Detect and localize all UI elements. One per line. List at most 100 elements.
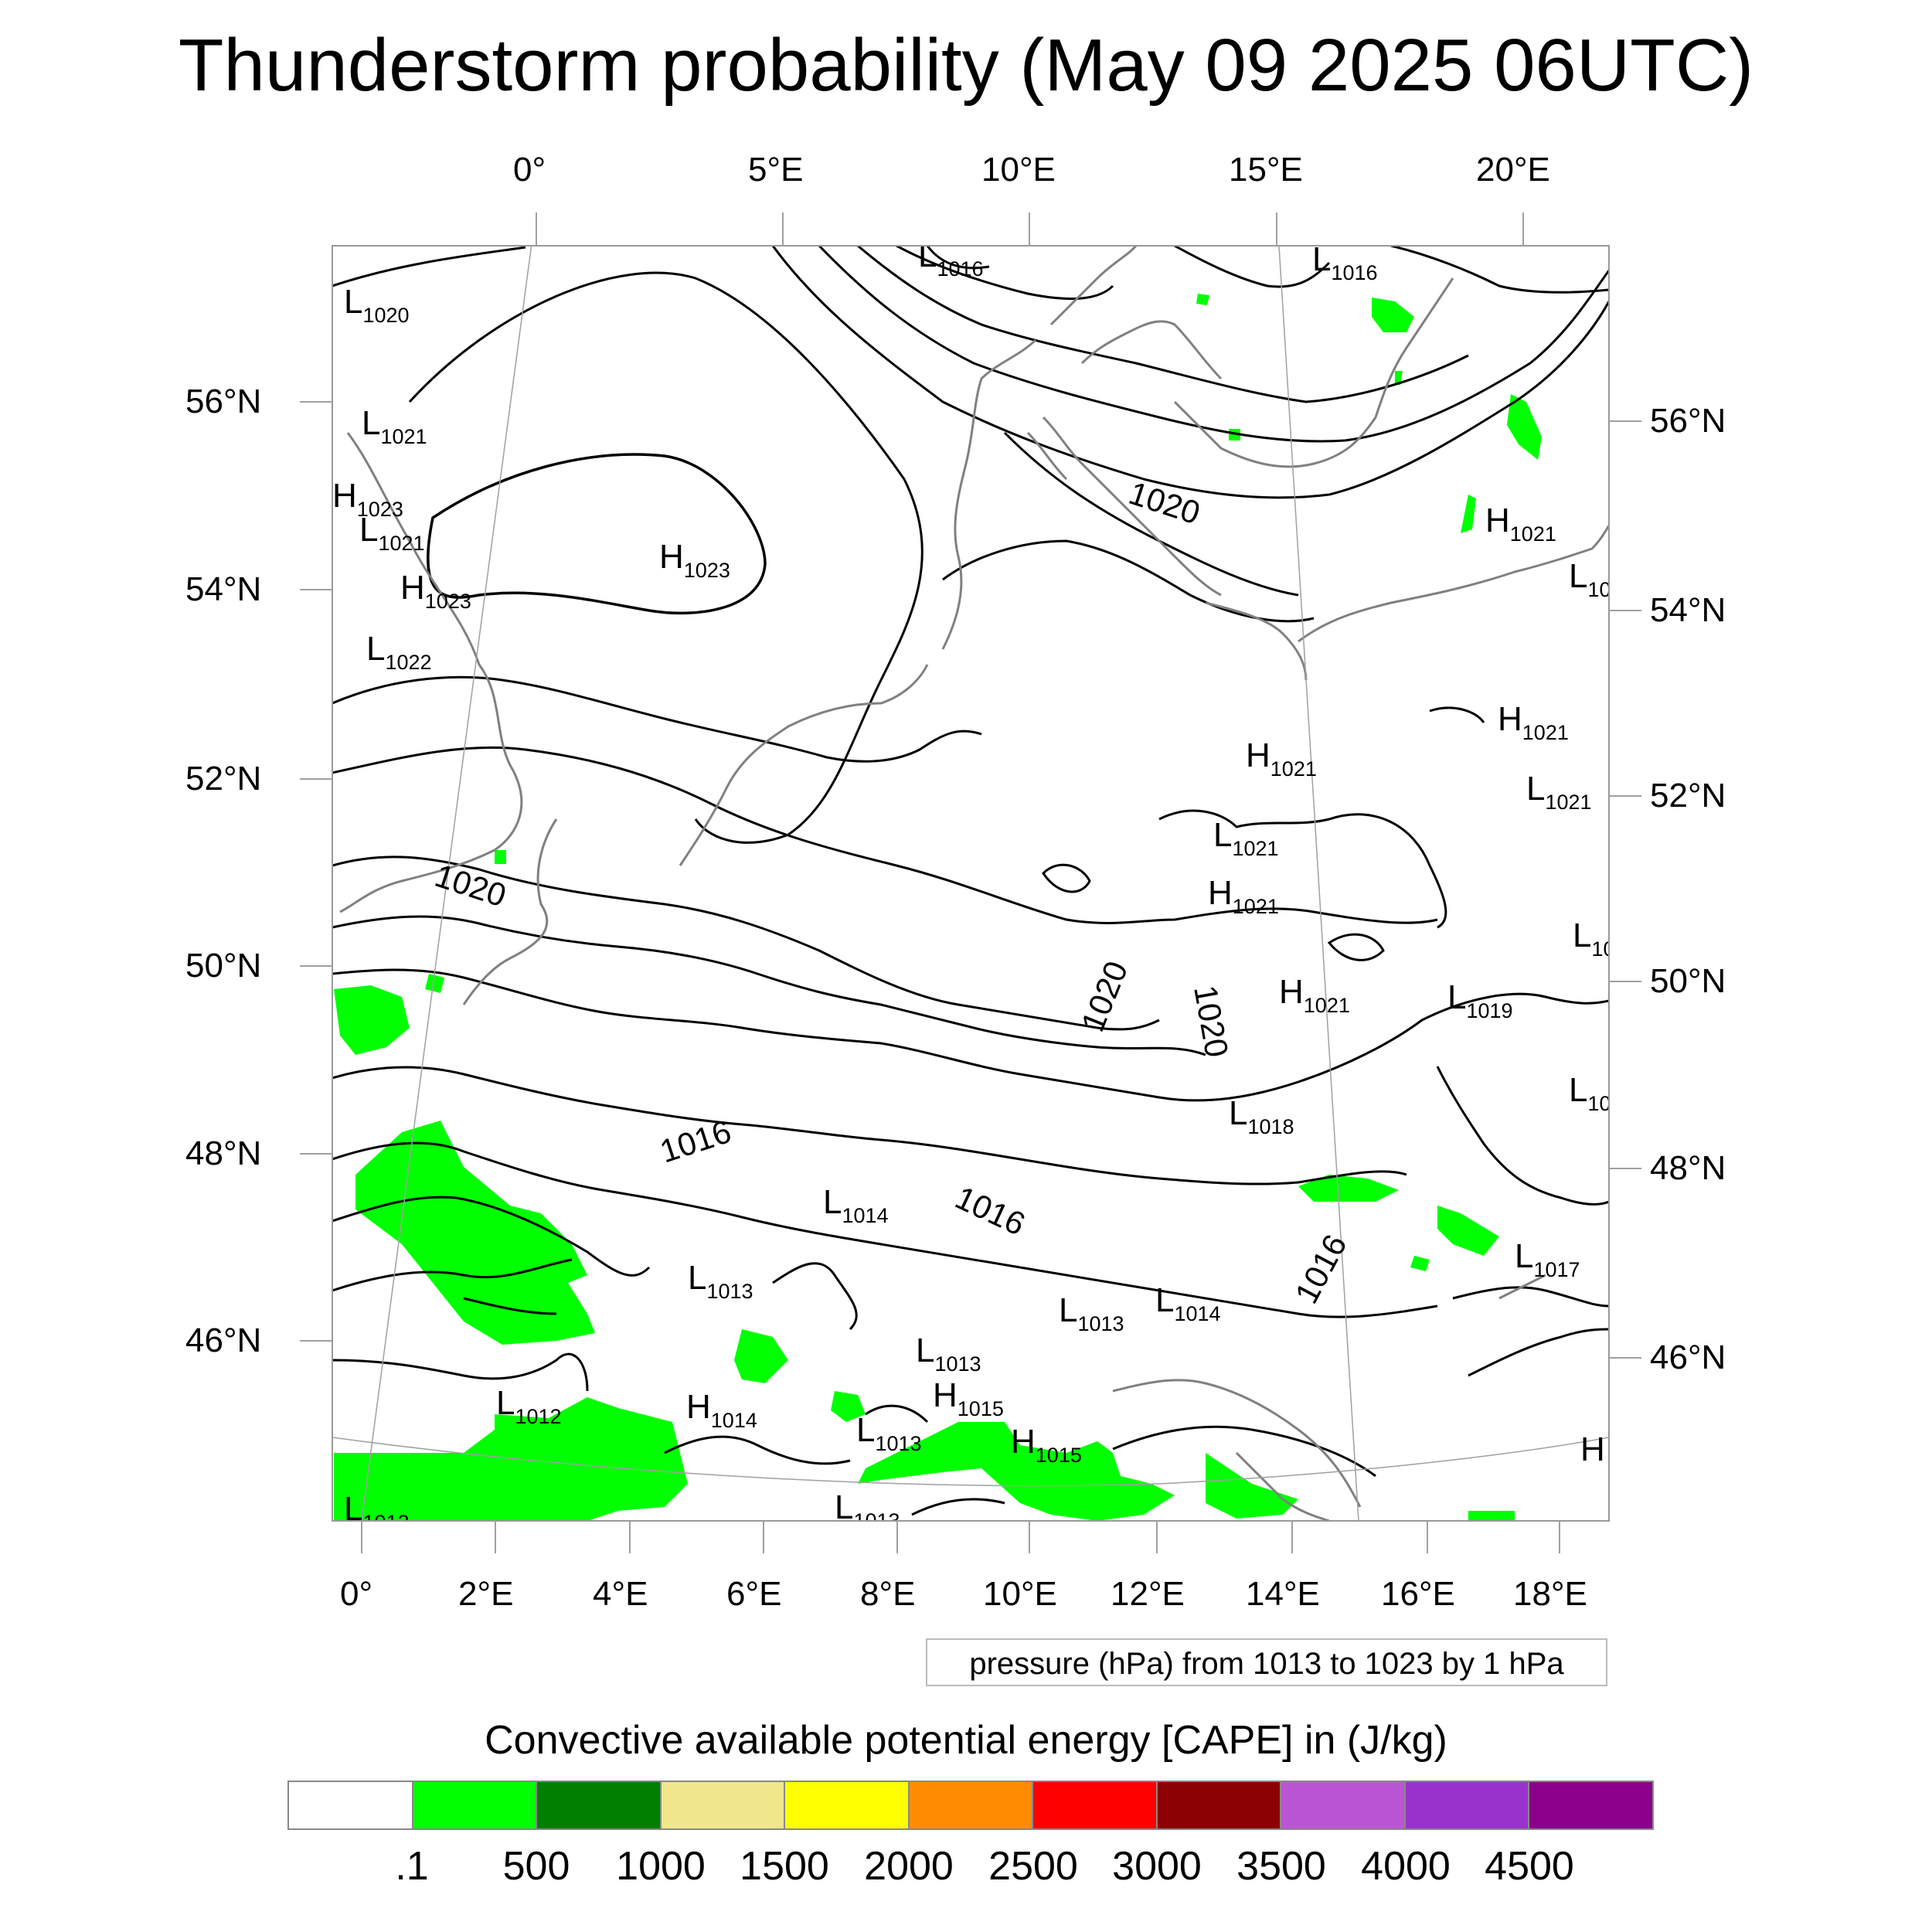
cape-area-14	[734, 1329, 788, 1383]
pressure-labels: L1016 L1016 L1020 L1021 H1023 L1021 H102…	[332, 236, 1615, 1534]
bottom-axis-label: 6°E	[726, 1575, 782, 1613]
bottom-axis-label: 12°E	[1111, 1575, 1185, 1613]
right-axis-label: 46°N	[1650, 1338, 1726, 1376]
contour-label: 1020	[430, 857, 510, 914]
pressure-label: L1012	[344, 1490, 410, 1534]
pressure-label: H1023	[332, 477, 403, 521]
pressure-label: L10	[1569, 1071, 1611, 1115]
colorbar-box	[1157, 1782, 1282, 1828]
pressure-label: L1021	[362, 404, 427, 448]
pressure-label: L1014	[823, 1183, 889, 1227]
colorbar-title: Convective available potential energy [C…	[485, 1718, 1447, 1763]
colorbar-box	[289, 1782, 413, 1828]
colorbar-box	[537, 1782, 662, 1828]
left-axis-label: 52°N	[185, 760, 262, 798]
top-axis-label: 10°E	[981, 151, 1056, 189]
pressure-label: L1012	[496, 1384, 562, 1428]
left-axis-label: 54°N	[185, 570, 262, 608]
colorbar-label: .1	[395, 1844, 429, 1889]
colorbar-box	[1281, 1782, 1406, 1828]
cape-area-2	[334, 985, 410, 1055]
bottom-axis-label: 18°E	[1513, 1575, 1587, 1613]
pressure-label: L1013	[835, 1488, 900, 1532]
pressure-label: L1021	[1213, 816, 1279, 860]
cape-area-11	[1372, 298, 1414, 332]
bottom-axis-label: 4°E	[593, 1575, 648, 1613]
pressure-label: L1016	[1312, 240, 1378, 284]
pressure-label: L1013	[1059, 1291, 1124, 1335]
colorbar-box	[661, 1782, 786, 1828]
pressure-label: H1021	[1485, 502, 1556, 546]
cape-area-6	[1298, 1175, 1399, 1202]
cape-area-5	[1206, 1453, 1298, 1519]
bottom-axis-label: 16°E	[1381, 1575, 1455, 1613]
pressure-label: L1016	[918, 236, 984, 281]
pressure-label: H1015	[1011, 1423, 1082, 1467]
colorbar-box	[1405, 1782, 1530, 1828]
bottom-axis-label: 10°E	[983, 1575, 1057, 1613]
contour-label: 1016	[655, 1113, 735, 1170]
colorbar-box	[909, 1782, 1034, 1828]
tick-marks	[300, 213, 1641, 1553]
left-axis-label: 56°N	[185, 383, 262, 420]
colorbar-label: 4000	[1361, 1844, 1451, 1889]
pressure-label: H1023	[400, 569, 471, 613]
pressure-label: L1020	[344, 283, 410, 327]
left-axis-label: 48°N	[185, 1134, 262, 1172]
pressure-label: H1021	[1279, 973, 1350, 1017]
pressure-contours	[332, 246, 1609, 1516]
contour-label: 1016	[1287, 1229, 1353, 1310]
pressure-label: L1021	[359, 511, 425, 555]
bottom-axis-label: 14°E	[1246, 1575, 1320, 1613]
colorbar-box	[1033, 1782, 1158, 1828]
right-axis-label: 54°N	[1650, 591, 1726, 629]
contour-label: 1020	[1187, 982, 1236, 1060]
bottom-axis-label: 2°E	[458, 1575, 514, 1613]
cape-area-13	[1395, 371, 1403, 385]
top-axis-label: 15°E	[1229, 151, 1303, 189]
coastlines	[339, 246, 1609, 1521]
cape-area-18	[495, 850, 506, 864]
colorbar-label: 2000	[864, 1844, 954, 1889]
pressure-label: L1022	[366, 630, 432, 674]
pressure-label: H	[1580, 1430, 1605, 1468]
cape-area-15	[831, 1391, 866, 1422]
pressure-label: H1023	[659, 538, 730, 582]
right-axis-label: 52°N	[1650, 777, 1726, 815]
colorbar-box	[413, 1782, 538, 1828]
cape-area-10	[1461, 495, 1476, 533]
pressure-label: H1021	[1246, 736, 1317, 781]
pressure-label: L1018	[1229, 1094, 1294, 1138]
colorbar-label: 2500	[988, 1844, 1078, 1889]
top-axis-label: 5°E	[748, 151, 804, 189]
pressure-info-box: pressure (hPa) from 1013 to 1023 by 1 hP…	[926, 1638, 1607, 1686]
colorbar-box	[785, 1782, 910, 1828]
cape-area-7	[1437, 1206, 1499, 1256]
graticule	[332, 246, 1609, 1521]
pressure-label: H1021	[1498, 700, 1569, 744]
contour-label: 1020	[1074, 956, 1135, 1036]
top-axis-label: 20°E	[1476, 151, 1550, 189]
colorbar-label: 3500	[1236, 1844, 1326, 1889]
cape-area-19	[1196, 294, 1209, 305]
pressure-label: L1019	[1447, 978, 1513, 1022]
pressure-label: L1021	[1526, 770, 1592, 814]
cape-area-8	[1410, 1256, 1430, 1271]
right-axis-label: 48°N	[1650, 1149, 1726, 1187]
colorbar-label: 4500	[1485, 1844, 1574, 1889]
left-axis-label: 50°N	[185, 947, 262, 985]
bottom-axis-label: 8°E	[860, 1575, 916, 1613]
colorbar	[287, 1781, 1654, 1830]
colorbar-labels: .1 500 1000 1500 2000 2500 3000 3500 400…	[0, 1843, 1932, 1889]
cape-area-3	[334, 1397, 688, 1521]
top-axis-label: 0°	[513, 151, 546, 189]
right-axis-label: 56°N	[1650, 402, 1726, 440]
pressure-label: L10	[1573, 917, 1615, 961]
pressure-label: L1017	[1515, 1237, 1580, 1281]
bottom-axis-label: 0°	[340, 1575, 373, 1613]
chart-title: Thunderstorm probability (May 09 2025 06…	[178, 24, 1754, 107]
contour-label: 1016	[950, 1179, 1031, 1243]
pressure-label: L1013	[688, 1259, 753, 1303]
cape-area-1	[355, 1121, 595, 1345]
pressure-label: H1014	[686, 1388, 757, 1432]
